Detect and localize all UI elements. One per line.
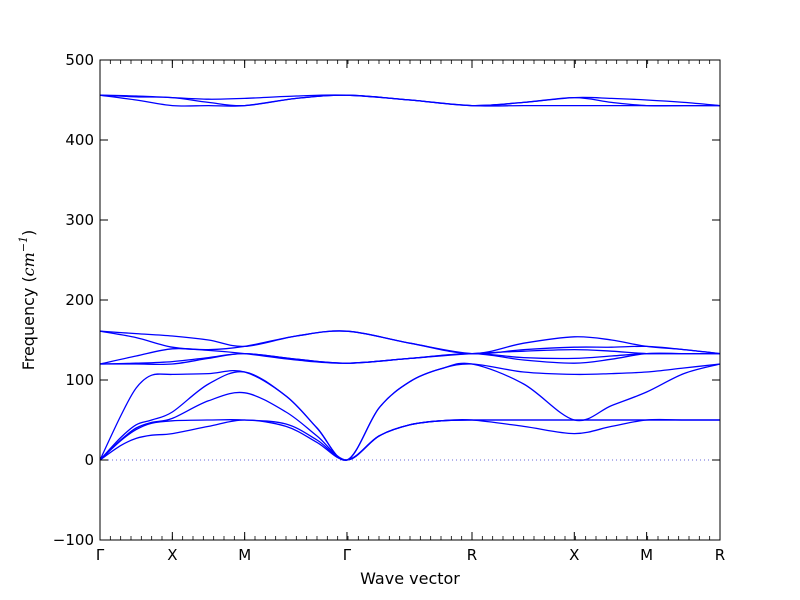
x-tick-label: X bbox=[569, 546, 579, 564]
x-tick-label: Γ bbox=[343, 546, 352, 564]
y-tick-label: 0 bbox=[84, 451, 94, 469]
y-tick-label: −100 bbox=[53, 531, 94, 549]
y-axis-label-unit: cm bbox=[19, 252, 38, 276]
y-axis-label-text: Frequency ( bbox=[19, 276, 38, 370]
x-tick-label: R bbox=[467, 546, 477, 564]
dispersion-branch-9 bbox=[99, 363, 721, 461]
x-tick-label: X bbox=[167, 546, 177, 564]
y-tick-label: 100 bbox=[65, 371, 94, 389]
y-tick-label: 400 bbox=[65, 131, 94, 149]
y-tick-label: 300 bbox=[65, 211, 94, 229]
y-axis-ticks: 500 400 300 200 100 0 −100 bbox=[53, 51, 720, 549]
y-axis-label: Frequency (cm−1) bbox=[17, 230, 38, 371]
dispersion-branch-10 bbox=[99, 362, 721, 461]
x-tick-label: M bbox=[640, 546, 653, 564]
dispersion-branch-12 bbox=[99, 419, 720, 461]
dispersion-branch-3 bbox=[99, 94, 720, 107]
y-tick-label: 200 bbox=[65, 291, 94, 309]
y-axis-label-close: ) bbox=[19, 230, 38, 236]
x-axis-label: Wave vector bbox=[360, 569, 460, 588]
dispersion-branch-4 bbox=[99, 330, 721, 355]
y-tick-label: 500 bbox=[65, 51, 94, 69]
x-tick-label: M bbox=[238, 546, 251, 564]
dispersion-branch-8 bbox=[100, 352, 720, 366]
dispersion-lines bbox=[99, 94, 721, 461]
y-axis-label-exp: −1 bbox=[17, 236, 30, 252]
dispersion-branch-13 bbox=[99, 418, 720, 461]
dispersion-branch-11 bbox=[99, 391, 720, 461]
plot-frame bbox=[99, 59, 721, 541]
x-tick-label: Γ bbox=[96, 546, 105, 564]
x-tick-label: R bbox=[715, 546, 725, 564]
